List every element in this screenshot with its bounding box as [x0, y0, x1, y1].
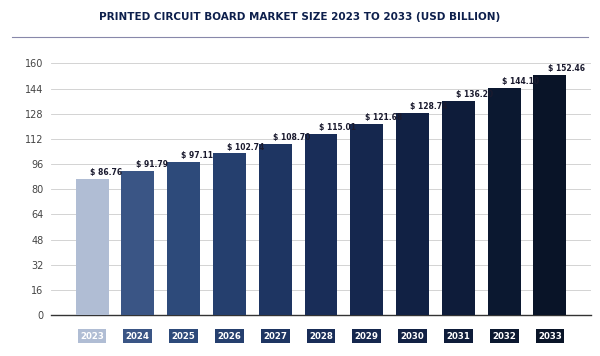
Text: 2031: 2031: [446, 332, 470, 341]
Bar: [305, 134, 337, 315]
Text: 2032: 2032: [492, 332, 516, 341]
Text: 2026: 2026: [217, 332, 241, 341]
Text: $ 108.70: $ 108.70: [273, 133, 310, 142]
Text: 2027: 2027: [263, 332, 287, 341]
Bar: [167, 162, 200, 315]
Text: 2023: 2023: [80, 332, 104, 341]
Bar: [213, 153, 246, 315]
Text: $ 102.74: $ 102.74: [227, 142, 265, 152]
Text: $ 128.74: $ 128.74: [410, 102, 448, 111]
Text: $ 91.79: $ 91.79: [136, 160, 167, 169]
Text: $ 115.01: $ 115.01: [319, 123, 356, 132]
Text: 2033: 2033: [538, 332, 562, 341]
Bar: [442, 101, 475, 315]
Text: $ 86.76: $ 86.76: [90, 168, 122, 177]
Text: 2028: 2028: [309, 332, 333, 341]
Text: $ 144.10: $ 144.10: [502, 78, 539, 87]
Bar: [121, 171, 154, 315]
Text: $ 121.68: $ 121.68: [365, 113, 402, 122]
Bar: [259, 144, 292, 315]
Text: 2029: 2029: [355, 332, 379, 341]
Text: $ 152.46: $ 152.46: [548, 64, 584, 73]
Text: 2025: 2025: [172, 332, 196, 341]
Bar: [396, 112, 429, 315]
Text: $ 136.20: $ 136.20: [456, 90, 493, 99]
Bar: [533, 75, 566, 315]
Text: 2030: 2030: [401, 332, 424, 341]
Bar: [350, 124, 383, 315]
Text: $ 97.11: $ 97.11: [181, 151, 214, 161]
Text: PRINTED CIRCUIT BOARD MARKET SIZE 2023 TO 2033 (USD BILLION): PRINTED CIRCUIT BOARD MARKET SIZE 2023 T…: [100, 12, 500, 22]
Text: 2024: 2024: [126, 332, 150, 341]
Bar: [488, 88, 521, 315]
Bar: [76, 179, 109, 315]
